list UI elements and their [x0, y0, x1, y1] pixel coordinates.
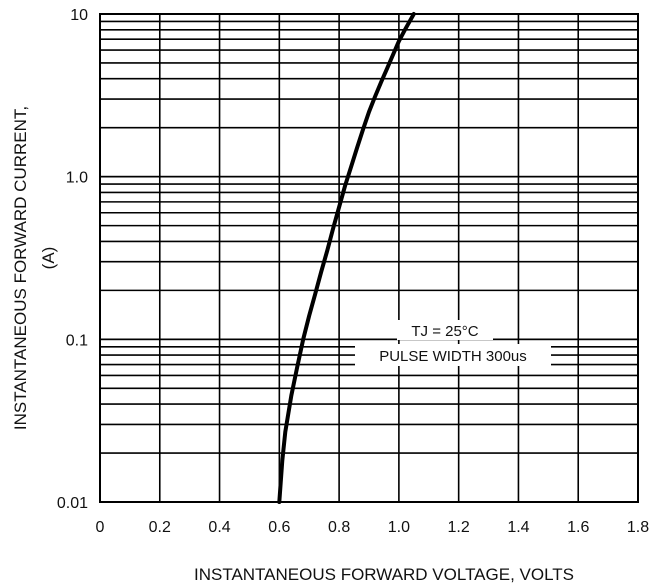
y-tick-label: 0.1 — [66, 332, 88, 349]
x-axis-label: INSTANTANEOUS FORWARD VOLTAGE, VOLTS — [194, 565, 574, 584]
x-tick-label: 0.4 — [208, 519, 230, 536]
x-tick-label: 1.2 — [448, 519, 470, 536]
x-tick-label: 1.8 — [627, 519, 649, 536]
temperature-annotation: TJ = 25°C — [411, 323, 478, 340]
pulse-width-annotation: PULSE WIDTH 300us — [379, 348, 527, 365]
x-tick-label: 1.4 — [507, 519, 529, 536]
plot-frame — [99, 13, 639, 503]
x-tick-label: 0.8 — [328, 519, 350, 536]
y-tick-label: 10 — [70, 7, 88, 24]
y-tick-label: 0.01 — [57, 495, 88, 512]
y-axis-unit-label: (A) — [39, 247, 58, 270]
x-tick-label: 1.0 — [388, 519, 410, 536]
x-tick-label: 0.6 — [268, 519, 290, 536]
x-tick-label: 0 — [96, 519, 105, 536]
annotation-background — [355, 344, 551, 366]
y-axis-label: INSTANTANEOUS FORWARD CURRENT, — [11, 106, 30, 430]
grid — [99, 13, 639, 503]
x-tick-label: 0.2 — [149, 519, 171, 536]
tick-labels: 0 0.2 0.4 0.6 0.8 1.0 1.2 1.4 1.6 1.8 0.01 0.1 1.0 10 — [57, 7, 649, 536]
annotation-background — [397, 320, 493, 340]
iv-curve-line — [277, 12, 416, 504]
y-tick-label: 1.0 — [66, 170, 88, 187]
x-tick-label: 1.6 — [567, 519, 589, 536]
annotation-layer: TJ = 25°C PULSE WIDTH 300us — [355, 320, 551, 366]
curve-layer — [277, 12, 416, 504]
